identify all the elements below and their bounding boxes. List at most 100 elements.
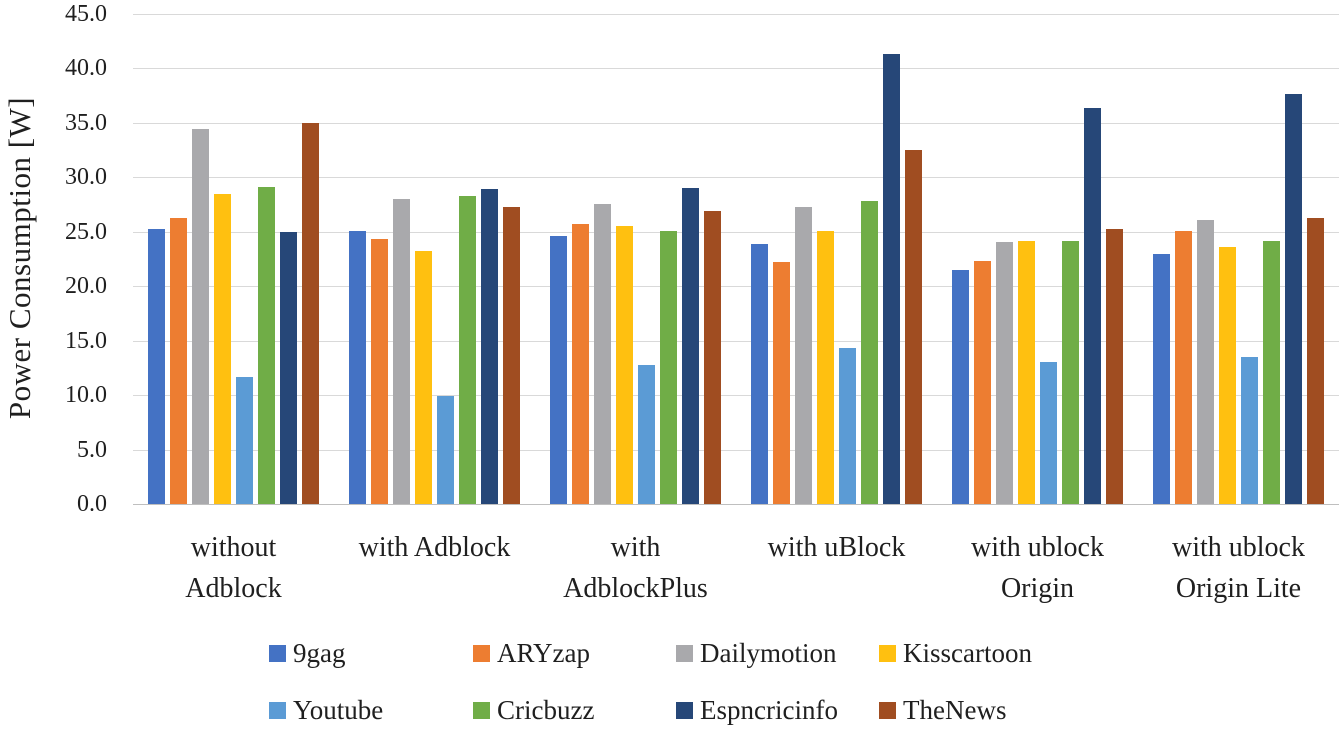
bar-espncricinfo-group1 [280,231,297,504]
legend-label: TheNews [903,695,1007,725]
legend-swatch-9gag [269,645,286,662]
gridline [133,449,1339,451]
bar-dailymotion-group4 [795,206,812,504]
legend-item-9gag: 9gag [269,637,473,670]
bar-group-3 [535,14,736,504]
bar-cricbuzz-group5 [1062,240,1079,504]
legend-label: Cricbuzz [497,695,595,725]
y-tick-label: 15.0 [65,327,107,354]
legend-swatch-aryzap [473,645,490,662]
gridline [133,177,1339,179]
bar-youtube-group3 [638,364,655,504]
gridline [133,286,1339,288]
bar-aryzap-group6 [1175,230,1192,504]
gridline [133,340,1339,342]
legend-swatch-dailymotion [676,645,693,662]
y-tick-label: 45.0 [65,1,107,27]
x-category-label: without Adblock [185,532,282,604]
gridline [133,68,1339,70]
x-category-label: with ublock Origin Lite [1172,532,1305,604]
bar-kisscartoon-group5 [1018,240,1035,504]
bar-dailymotion-group6 [1197,219,1214,504]
bar-thenews-group3 [704,211,721,504]
legend-swatch-thenews [879,702,896,719]
bar-thenews-group2 [503,206,520,504]
legend-item-espncricinfo: Espncricinfo [676,694,879,727]
bar-cricbuzz-group3 [660,230,677,504]
y-tick-label: 10.0 [65,382,107,409]
bar-espncricinfo-group2 [481,189,498,504]
plot-area [133,14,1339,505]
bar-youtube-group5 [1040,362,1057,504]
y-tick-label: 0.0 [77,491,107,517]
bar-9gag-group3 [550,236,567,504]
y-tick-label: 5.0 [77,436,107,463]
legend-swatch-espncricinfo [676,702,693,719]
bar-dailymotion-group2 [393,199,410,504]
bar-kisscartoon-group1 [214,193,231,504]
legend-item-youtube: Youtube [269,694,473,727]
bar-cricbuzz-group1 [258,187,275,504]
x-category-label: with Adblock [358,532,511,563]
y-tick-label: 35.0 [65,109,107,136]
bar-9gag-group5 [952,269,969,504]
bar-group-6 [1138,14,1339,504]
legend-swatch-youtube [269,702,286,719]
x-axis-line [133,504,1339,505]
bar-9gag-group2 [349,230,366,504]
legend-swatch-cricbuzz [473,702,490,719]
y-tick-label: 40.0 [65,55,107,82]
bar-aryzap-group5 [974,261,991,504]
x-category-label: with AdblockPlus [563,532,708,604]
bar-youtube-group2 [437,396,454,504]
bar-thenews-group1 [302,122,319,504]
x-category-label: with ublock Origin [971,532,1104,604]
bar-thenews-group5 [1106,228,1123,504]
bar-cricbuzz-group2 [459,195,476,504]
y-tick-label: 20.0 [65,273,107,300]
bar-thenews-group6 [1307,217,1324,504]
bar-dailymotion-group1 [192,129,209,504]
bar-thenews-group4 [905,150,922,504]
bar-kisscartoon-group3 [616,226,633,504]
x-axis-category-labels: without Adblock with Adblock with AdblockP… [133,527,1339,609]
bar-9gag-group6 [1153,253,1170,504]
x-category-label: with uBlock [767,532,906,563]
y-tick-label: 25.0 [65,218,107,245]
legend-item-aryzap: ARYzap [473,637,676,670]
gridline [133,122,1339,124]
legend-item-dailymotion: Dailymotion [676,637,879,670]
y-tick-label: 30.0 [65,164,107,191]
bar-cricbuzz-group4 [861,201,878,504]
bar-kisscartoon-group4 [817,230,834,504]
legend-swatch-kisscartoon [879,645,896,662]
gridline [133,395,1339,397]
legend-item-thenews: TheNews [879,694,1032,727]
bar-group-2 [334,14,535,504]
bar-espncricinfo-group5 [1084,107,1101,504]
legend-item-kisscartoon: Kisscartoon [879,637,1032,670]
bar-espncricinfo-group3 [682,188,699,504]
bar-youtube-group6 [1241,357,1258,504]
bar-group-1 [133,14,334,504]
bar-aryzap-group4 [773,262,790,504]
legend-label: Youtube [293,695,384,725]
bar-youtube-group1 [236,376,253,504]
bar-aryzap-group1 [170,217,187,504]
bar-youtube-group4 [839,348,856,504]
gridline [133,231,1339,233]
bar-espncricinfo-group6 [1285,93,1302,504]
bar-group-5 [937,14,1138,504]
legend-label: Kisscartoon [903,638,1032,668]
bar-cricbuzz-group6 [1263,240,1280,504]
bars-container [133,14,1339,504]
legend-label: Espncricinfo [700,695,838,725]
legend-label: ARYzap [497,638,590,668]
bar-kisscartoon-group6 [1219,247,1236,504]
bar-kisscartoon-group2 [415,251,432,504]
gridline [133,14,1339,15]
bar-aryzap-group3 [572,224,589,504]
bar-9gag-group1 [148,228,165,504]
legend-label: 9gag [293,638,346,668]
